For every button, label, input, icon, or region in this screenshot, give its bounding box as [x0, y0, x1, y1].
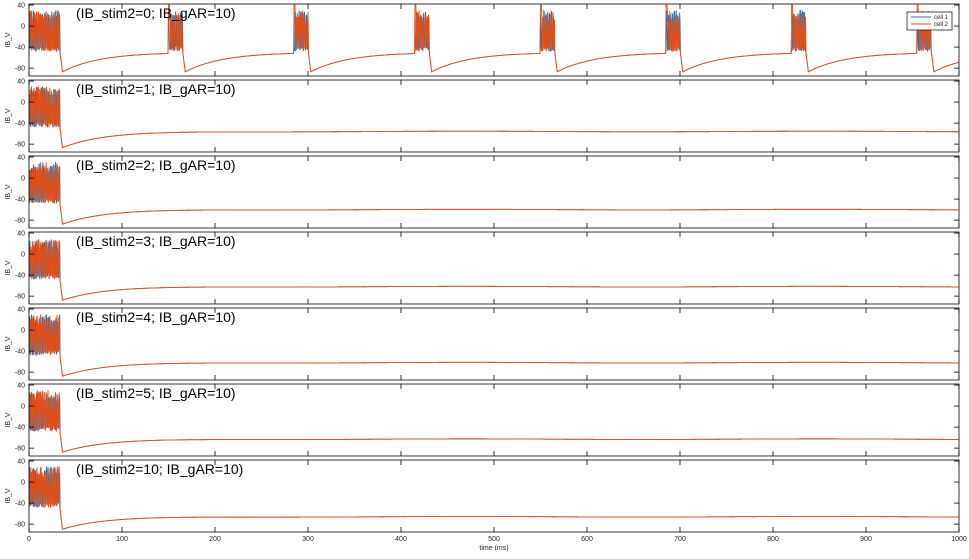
y-tick-label: -40 [15, 197, 25, 204]
panel-title: (IB_stim2=5; IB_gAR=10) [76, 385, 236, 401]
series-line-cell-2 [29, 86, 959, 149]
panel-title: (IB_stim2=2; IB_gAR=10) [76, 157, 236, 173]
x-tick-label: 200 [209, 536, 221, 543]
y-tick-label: 0 [21, 24, 25, 31]
y-axis-label: IB_V [5, 260, 12, 276]
y-tick-label: 0 [21, 404, 25, 411]
traces [29, 4, 959, 73]
y-axis-label: IB_V [5, 108, 12, 124]
y-tick-label: 40 [17, 231, 25, 238]
y-tick-label: 0 [21, 252, 25, 259]
y-tick-label: 0 [21, 480, 25, 487]
series-line-cell-2 [29, 162, 959, 225]
x-tick-label: 0 [27, 536, 31, 543]
y-tick-label: -40 [15, 425, 25, 432]
y-tick-label: -80 [15, 522, 25, 529]
panel-6: 40 0 -40 -80 IB_V (IB_stim2=5; IB_gAR=10) [5, 383, 960, 457]
y-tick-label: 40 [17, 79, 25, 86]
traces [29, 314, 959, 377]
y-tick-label: -80 [15, 218, 25, 225]
traces [29, 465, 959, 530]
y-tick-label: 0 [21, 100, 25, 107]
y-tick-label: 40 [17, 307, 25, 314]
y-tick-label: -40 [15, 121, 25, 128]
y-tick-label: 40 [17, 383, 25, 390]
x-tick-label: 100 [116, 536, 128, 543]
series-line-cell-2 [29, 314, 959, 377]
panel-7: 0 100 200 300 400 500 600 700 800 900 1000400-40-8… [5, 459, 967, 543]
series-line-cell-2 [29, 390, 959, 453]
y-tick-label: 0 [21, 328, 25, 335]
y-axis-label: IB_V [5, 336, 12, 352]
panel-3: 40 0 -40 -80 IB_V (IB_stim2=2; IB_gAR=10) [5, 155, 960, 229]
y-axis-label: IB_V [5, 184, 12, 200]
y-tick-label: -40 [15, 273, 25, 280]
y-tick-label: -40 [15, 45, 25, 52]
y-axis-label: IB_V [5, 488, 12, 504]
x-tick-label: 500 [488, 536, 500, 543]
traces [29, 390, 959, 453]
traces [29, 86, 959, 149]
series-line-cell-1 [29, 240, 959, 301]
panel-title: (IB_stim2=1; IB_gAR=10) [76, 81, 236, 97]
panel-title: (IB_stim2=0; IB_gAR=10) [76, 5, 236, 21]
series-line-cell-2 [29, 238, 959, 301]
x-tick-label: 700 [674, 536, 686, 543]
x-tick-label: 900 [860, 536, 872, 543]
x-tick-label: 300 [302, 536, 314, 543]
legend-entry: cell 2 [934, 22, 949, 28]
panel-2: 40 0 -40 -80 IB_V (IB_stim2=1; IB_gAR=10) [5, 79, 960, 153]
y-axis-label: IB_V [5, 32, 12, 48]
panel-title: (IB_stim2=10; IB_gAR=10) [76, 461, 243, 477]
x-tick-label: 800 [767, 536, 779, 543]
legend-entry: cell 1 [934, 15, 949, 21]
series-line-cell-2 [29, 465, 959, 530]
y-axis-label: IB_V [5, 412, 12, 428]
y-tick-label: -80 [15, 294, 25, 301]
x-axis-label: time (ms) [479, 545, 508, 552]
panel-title: (IB_stim2=4; IB_gAR=10) [76, 309, 236, 325]
panel-5: 40 0 -40 -80 IB_V (IB_stim2=4; IB_gAR=10) [5, 307, 960, 381]
panel-4: 40 0 -40 -80 IB_V (IB_stim2=3; IB_gAR=10) [5, 231, 960, 305]
y-tick-label: -80 [15, 142, 25, 149]
x-tick-label: 600 [581, 536, 593, 543]
traces [29, 161, 959, 225]
y-tick-label: 0 [21, 176, 25, 183]
traces [29, 238, 959, 301]
y-tick-label: 40 [17, 459, 25, 466]
y-tick-label: -40 [15, 501, 25, 508]
x-tick-label: 1000 [951, 536, 967, 543]
y-tick-label: -80 [15, 446, 25, 453]
y-tick-label: 40 [17, 3, 25, 10]
y-tick-label: -80 [15, 66, 25, 73]
y-tick-label: -40 [15, 349, 25, 356]
panel-title: (IB_stim2=3; IB_gAR=10) [76, 233, 236, 249]
x-tick-label: 400 [395, 536, 407, 543]
y-tick-label: -80 [15, 370, 25, 377]
y-tick-label: 40 [17, 155, 25, 162]
series-line-cell-2 [29, 4, 959, 73]
